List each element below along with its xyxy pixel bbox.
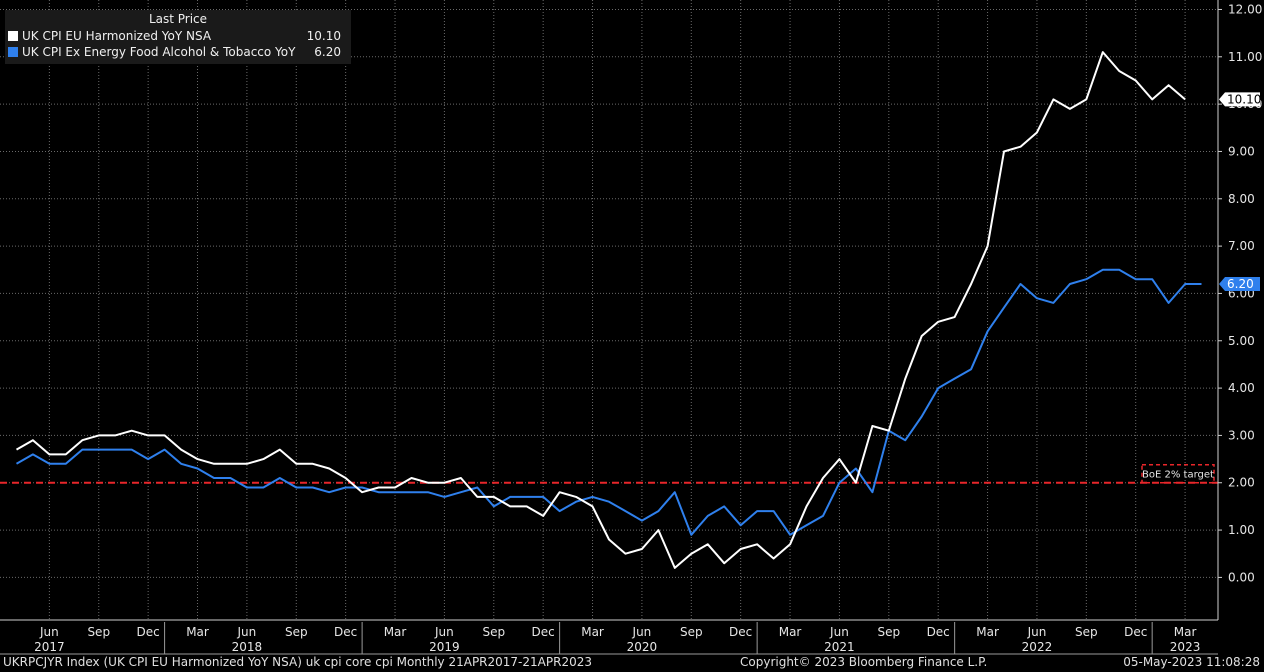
x-month-label: Sep	[87, 625, 110, 639]
y-tick-label: 5.00	[1228, 334, 1255, 348]
y-tick-label: 4.00	[1228, 381, 1255, 395]
x-year-label: 2018	[232, 640, 263, 654]
x-month-label: Dec	[927, 625, 950, 639]
legend-series-value: 10.10	[306, 29, 341, 43]
legend-item-headline: UK CPI EU Harmonized YoY NSA 10.10	[5, 28, 351, 44]
y-tick-label: 9.00	[1228, 144, 1255, 158]
x-year-label: 2021	[824, 640, 855, 654]
x-month-label: Jun	[1027, 625, 1047, 639]
legend-swatch-white	[8, 31, 18, 41]
legend-title: Last Price	[148, 12, 208, 26]
last-value-marker	[1219, 276, 1260, 291]
x-month-label: Mar	[976, 625, 999, 639]
series-group	[16, 51, 1202, 569]
x-month-label: Dec	[532, 625, 555, 639]
x-year-label: 2017	[34, 640, 65, 654]
x-month-label: Jun	[39, 625, 59, 639]
y-tick-label: 0.00	[1228, 570, 1255, 584]
reference-line-group: BoE 2% target	[0, 463, 1218, 484]
x-month-label: Jun	[829, 625, 849, 639]
x-month-label: Sep	[680, 625, 703, 639]
last-value-marker	[1219, 92, 1260, 107]
y-tick-label: 12.00	[1228, 2, 1262, 16]
x-month-label: Dec	[729, 625, 752, 639]
x-month-label: Mar	[384, 625, 407, 639]
x-month-label: Jun	[434, 625, 454, 639]
y-tick-label: 1.00	[1228, 523, 1255, 537]
y-tick-label: 2.00	[1228, 476, 1255, 490]
y-tick-label: 11.00	[1228, 50, 1262, 64]
x-month-label: Mar	[581, 625, 604, 639]
legend-swatch-blue	[8, 47, 18, 57]
y-tick-label: 8.00	[1228, 192, 1255, 206]
x-year-label: 2022	[1022, 640, 1053, 654]
x-month-label: Sep	[1075, 625, 1098, 639]
footer-copyright: Copyright© 2023 Bloomberg Finance L.P.	[740, 655, 988, 669]
last-value-label: 10.10	[1227, 92, 1261, 106]
x-month-label: Jun	[632, 625, 652, 639]
x-month-label: Mar	[779, 625, 802, 639]
footer-timestamp: 05-May-2023 11:08:28	[1123, 655, 1260, 669]
footer-source: UKRPCJYR Index (UK CPI EU Harmonized YoY…	[3, 655, 592, 669]
last-value-label: 6.20	[1227, 277, 1254, 291]
legend-series-name: UK CPI Ex Energy Food Alcohol & Tobacco …	[22, 45, 296, 59]
x-month-label: Sep	[285, 625, 308, 639]
x-month-label: Dec	[1124, 625, 1147, 639]
last-value-labels: 6.20 10.10	[1219, 92, 1261, 291]
x-year-label: 2019	[429, 640, 460, 654]
legend-series-value: 6.20	[314, 45, 341, 59]
boe-target-label: BoE 2% target	[1142, 470, 1214, 481]
x-month-label: Jun	[237, 625, 257, 639]
legend: Last Price UK CPI EU Harmonized YoY NSA …	[5, 10, 351, 64]
x-month-label: Dec	[334, 625, 357, 639]
x-month-label: Dec	[137, 625, 160, 639]
grid	[0, 0, 1218, 620]
series-line-core-cpi	[16, 268, 1202, 536]
y-tick-label: 3.00	[1228, 428, 1255, 442]
boe-target-box	[1141, 463, 1215, 484]
x-year-label: 2020	[627, 640, 658, 654]
x-year-label: 2023	[1170, 640, 1201, 654]
series-line-headline-cpi	[16, 51, 1186, 569]
x-month-label: Sep	[877, 625, 900, 639]
legend-series-name: UK CPI EU Harmonized YoY NSA	[22, 29, 212, 43]
legend-item-core: UK CPI Ex Energy Food Alcohol & Tobacco …	[5, 44, 351, 60]
x-month-label: Sep	[482, 625, 505, 639]
x-month-label: Mar	[186, 625, 209, 639]
x-month-label: Mar	[1174, 625, 1197, 639]
y-tick-label: 7.00	[1228, 239, 1255, 253]
axes: 12.0011.0010.009.008.007.006.005.004.003…	[0, 0, 1262, 655]
